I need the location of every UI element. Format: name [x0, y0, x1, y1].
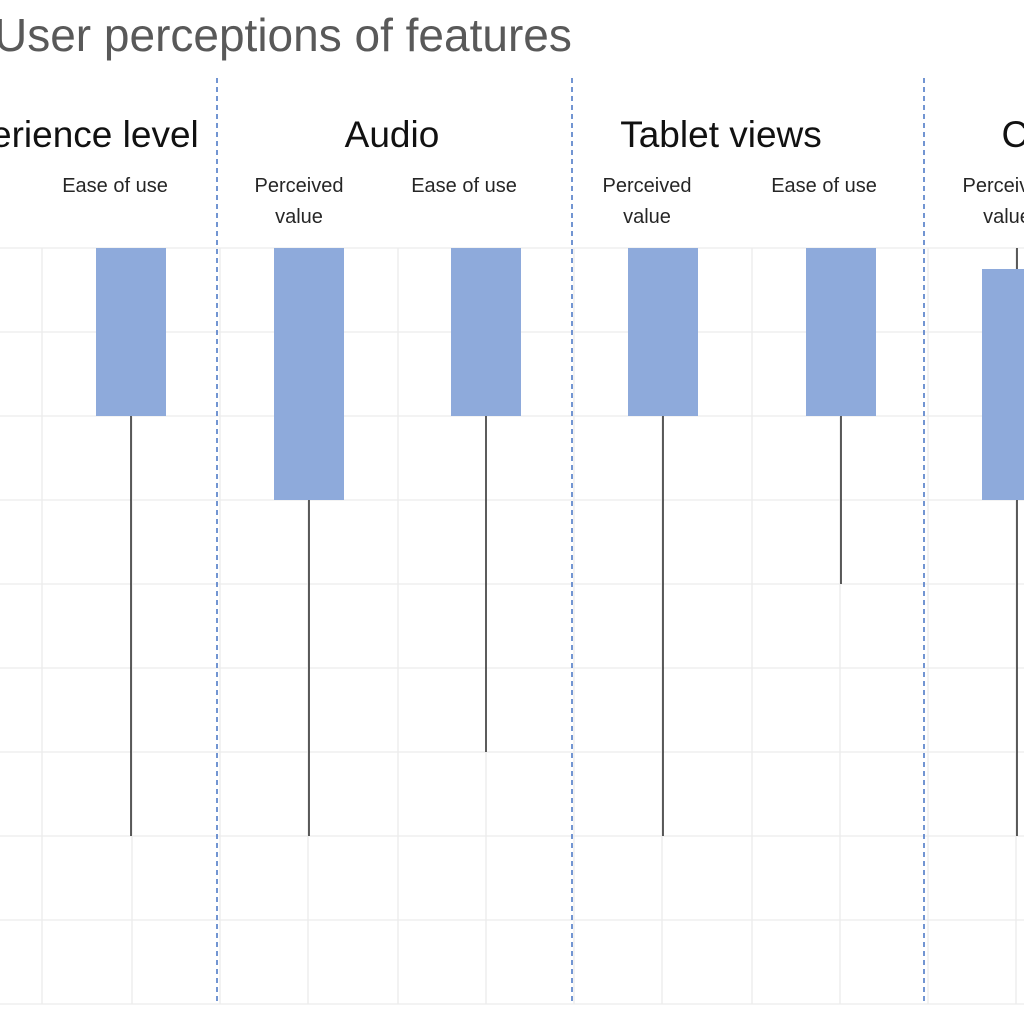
sublabel-ease-of-use: Ease of use — [771, 175, 877, 197]
group-label-tablet-views: Tablet views — [620, 114, 822, 155]
box — [274, 248, 344, 500]
box — [96, 248, 166, 416]
box-tablet-views-perceived-value — [628, 248, 698, 836]
box-audio-ease-of-use — [451, 248, 521, 752]
sublabel-ease-of-use: Ease of use — [62, 175, 168, 197]
box — [628, 248, 698, 416]
sublabel-perceived-value: Perceived value — [932, 171, 1024, 233]
group-label-experience-level: Experience level — [0, 114, 199, 155]
box — [451, 248, 521, 416]
sublabel-perceived-value: Perceived value — [224, 171, 374, 233]
box — [982, 269, 1024, 500]
sublabel-line: Perceived — [962, 175, 1024, 197]
chart-title: User perceptions of features — [0, 9, 572, 61]
sublabel-ease-of-use: Ease of use — [411, 175, 517, 197]
sublabel-line: Perceived — [602, 175, 692, 197]
mark-layer — [96, 248, 1024, 836]
sublabel-line: value — [623, 206, 671, 228]
sublabel-line: value — [275, 206, 323, 228]
sublabel-perceived-value: Perceived value — [572, 171, 722, 233]
group-label-circles: Circles — [1001, 114, 1024, 155]
group-label-audio: Audio — [344, 114, 440, 155]
divider-layer — [216, 78, 925, 1004]
box — [806, 248, 876, 416]
sublabel-line: value — [983, 206, 1024, 228]
box-tablet-views-ease-of-use — [806, 248, 876, 584]
box-experience-level-ease-of-use — [96, 248, 166, 836]
sublabel-line: Perceived — [254, 175, 344, 197]
box-circles-perceived-value — [982, 248, 1024, 836]
box-audio-perceived-value — [274, 248, 344, 836]
